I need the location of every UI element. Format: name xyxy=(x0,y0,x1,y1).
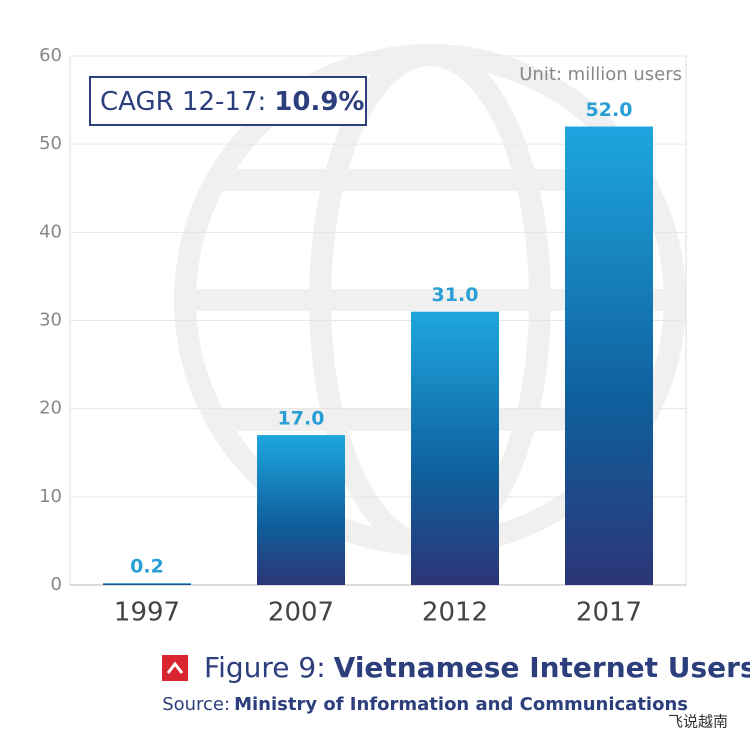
y-tick-label: 10 xyxy=(39,486,62,507)
value-label: 31.0 xyxy=(432,284,479,306)
y-tick-label: 20 xyxy=(39,398,62,419)
source: Source: Ministry of Information and Commu… xyxy=(162,694,688,715)
x-tick-label: 2017 xyxy=(576,598,642,628)
unit-label: Unit: million users xyxy=(519,64,682,85)
y-tick-label: 50 xyxy=(39,133,62,154)
callout-text: CAGR 12-17: 10.9% xyxy=(100,87,364,117)
callout-box xyxy=(89,76,367,126)
watermark: 飞说越南 xyxy=(668,713,728,731)
y-tick-label: 30 xyxy=(39,310,62,331)
callout: CAGR 12-17: 10.9% xyxy=(89,76,367,126)
value-label: 0.2 xyxy=(130,556,164,578)
bar xyxy=(257,435,345,585)
y-tick-label: 0 xyxy=(51,574,62,595)
x-tick-label: 1997 xyxy=(114,598,180,628)
y-tick-label: 40 xyxy=(39,221,62,242)
title: Vietnamese Internet Users xyxy=(334,651,750,684)
y-tick-label: 60 xyxy=(39,45,62,66)
bar xyxy=(565,126,653,586)
figure-icon xyxy=(162,655,188,681)
callout-label: CAGR 12-17: xyxy=(100,87,266,117)
figure-label: Figure 9: xyxy=(204,651,326,684)
figure-title: Figure 9: Vietnamese Internet Users xyxy=(204,651,750,684)
source-label: Source: xyxy=(162,694,230,715)
x-tick-label: 2012 xyxy=(422,598,488,628)
value-label: 52.0 xyxy=(586,99,633,121)
source-text: Ministry of Information and Communicatio… xyxy=(234,694,688,715)
value-label: 17.0 xyxy=(278,408,325,430)
x-tick-label: 2007 xyxy=(268,598,334,628)
bar xyxy=(103,583,191,585)
bar xyxy=(411,311,499,585)
callout-value: 10.9% xyxy=(274,87,364,117)
